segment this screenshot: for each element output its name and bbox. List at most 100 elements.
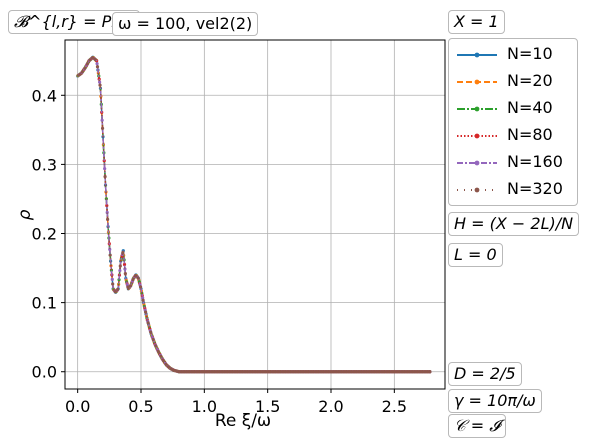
data-point (136, 276, 140, 280)
data-point (230, 370, 234, 374)
data-point (313, 370, 317, 374)
legend-label: N=160 (507, 152, 563, 171)
data-point (156, 349, 160, 353)
data-point (392, 370, 396, 374)
data-point (192, 370, 196, 374)
x-tick-label: 1.5 (255, 397, 280, 416)
data-point (184, 370, 188, 374)
data-point (105, 210, 109, 215)
data-point (308, 370, 312, 374)
data-point (197, 370, 201, 374)
data-point (341, 370, 345, 374)
data-point (227, 370, 231, 374)
data-point (275, 370, 279, 374)
data-point (118, 264, 122, 268)
legend-item: N=160 (449, 149, 577, 175)
data-point (133, 273, 138, 278)
data-point (397, 370, 401, 374)
legend-label: N=10 (507, 44, 553, 63)
data-point (377, 370, 381, 374)
data-point (128, 284, 133, 288)
data-point (311, 370, 315, 374)
data-point (290, 370, 295, 374)
data-point (258, 370, 262, 374)
data-point (161, 358, 165, 363)
series-layer (76, 55, 432, 374)
data-point (118, 268, 122, 273)
data-point (95, 62, 99, 66)
grid-lines (65, 40, 445, 389)
data-point (164, 362, 168, 366)
data-point (199, 370, 203, 374)
data-point (171, 368, 176, 372)
data-point (240, 370, 244, 374)
axis-ticks: 0.0 0.5 1.0 1.5 2.0 2.5 0.0 0.1 0.2 0.3 0.4 (32, 86, 408, 416)
data-point (285, 370, 290, 374)
data-point (265, 370, 269, 374)
y-tick-label: 0.4 (32, 86, 57, 105)
y-axis-label: ρ (15, 209, 35, 220)
data-point (166, 365, 171, 369)
data-point (296, 370, 300, 374)
data-point (176, 370, 181, 374)
data-point (369, 370, 373, 374)
data-point (95, 65, 100, 69)
data-point (110, 277, 114, 281)
data-point (237, 370, 241, 374)
legend-label: N=40 (507, 98, 553, 117)
data-point (389, 370, 393, 374)
data-point (103, 167, 107, 171)
d-label: D = 2/5 (448, 362, 522, 386)
data-point (247, 370, 252, 374)
series-line (77, 56, 430, 373)
x-tick-label: 2.5 (382, 397, 407, 416)
data-point (108, 253, 112, 257)
legend-item: N=320 (449, 176, 577, 202)
data-point (301, 370, 305, 374)
legend-swatch (457, 79, 497, 85)
data-point (235, 370, 239, 374)
data-point (260, 370, 264, 374)
x-domain-label: X = 1 (448, 10, 505, 34)
c-label: 𝒞 = 𝓘 (448, 414, 507, 438)
data-point (116, 287, 120, 291)
data-point (270, 370, 274, 374)
data-point (356, 370, 361, 374)
data-point (141, 298, 145, 302)
data-point (318, 370, 323, 374)
data-point (336, 370, 340, 374)
series-line (77, 56, 430, 373)
series-line (77, 56, 430, 373)
data-point (220, 370, 224, 374)
data-point (204, 370, 209, 374)
legend-item: N=20 (449, 68, 577, 94)
data-point (88, 58, 92, 62)
data-point (255, 370, 259, 374)
legend-label: N=80 (507, 125, 553, 144)
x-tick-label: 1.0 (192, 397, 217, 416)
data-point (374, 370, 378, 374)
data-point (326, 370, 330, 374)
legend-swatch (457, 133, 497, 139)
data-point (194, 370, 198, 374)
data-point (420, 370, 424, 374)
data-point (98, 83, 102, 87)
data-point (98, 80, 102, 84)
x-tick-label: 0.5 (128, 397, 153, 416)
data-point (154, 344, 158, 348)
data-point (252, 370, 257, 374)
data-point (245, 370, 249, 374)
data-point (379, 370, 383, 374)
data-point (144, 310, 148, 314)
data-point (113, 290, 117, 294)
data-point (425, 370, 429, 374)
data-point (288, 370, 292, 374)
data-point (268, 370, 272, 374)
data-point (298, 370, 302, 374)
data-point (159, 354, 163, 358)
data-point (402, 370, 406, 374)
data-point (278, 370, 282, 374)
legend-swatch (457, 106, 497, 112)
gamma-label: γ = 10π/ω (448, 389, 542, 413)
